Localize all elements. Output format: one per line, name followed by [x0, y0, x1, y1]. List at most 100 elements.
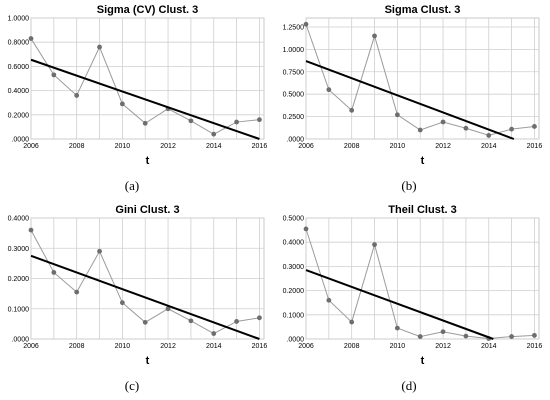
y-tick-label-c: .0000 — [11, 337, 29, 344]
y-tick-label-b: 0.5000 — [283, 92, 305, 99]
x-tick-label-a: 2010 — [115, 143, 131, 150]
y-tick-label-a: 0.4000 — [8, 88, 30, 95]
y-tick-label-b: 0.7500 — [283, 69, 305, 76]
caption-a: (a) — [124, 178, 140, 193]
chart-svg-b: Sigma Clust. 3 .0000 0.2500 0.5000 0.7500 1.0… — [283, 4, 543, 167]
x-tick-label-b: 2008 — [344, 143, 360, 150]
x-tick-label-b: 2014 — [481, 143, 497, 150]
chart-title-a: Sigma (CV) Clust. 3 — [97, 4, 198, 16]
chart-title-b: Sigma Clust. 3 — [385, 4, 461, 16]
plot-area-b — [305, 17, 540, 140]
data-point-b — [303, 21, 309, 27]
plot-area-d — [305, 217, 540, 340]
data-point-d — [303, 226, 309, 232]
data-point-a — [119, 101, 125, 107]
data-point-c — [211, 331, 217, 336]
data-point-a — [211, 131, 217, 137]
y-tick-label-a: 1.0000 — [8, 16, 30, 23]
data-point-c — [119, 300, 125, 306]
x-tick-label-b: 2006 — [298, 143, 314, 150]
x-tick-label-d: 2010 — [390, 343, 406, 350]
x-tick-label-a: 2016 — [252, 143, 268, 150]
data-point-a — [28, 36, 34, 41]
data-point-d — [417, 334, 423, 339]
chart-svg-a: Sigma (CV) Clust. 3 .0000 0.2000 0.4000 0.60… — [8, 4, 268, 167]
y-tick-label-d: 0.2000 — [283, 288, 305, 295]
chart-panel-c: Gini Clust. 3 .0000 0.1000 0.2000 0.3000 0.40… — [0, 200, 275, 400]
x-axis-title-c: t — [146, 355, 150, 367]
y-tick-label-c: 0.2000 — [8, 276, 30, 283]
data-point-b — [532, 124, 537, 129]
x-tick-label-a: 2008 — [69, 143, 85, 150]
y-tick-label-d: 0.5000 — [283, 216, 305, 223]
data-point-a — [97, 44, 102, 50]
x-tick-label-d: 2008 — [344, 343, 360, 350]
y-tick-label-b: 1.0000 — [283, 47, 305, 54]
y-tick-label-c: 0.3000 — [8, 246, 30, 253]
chart-panel-d: Theil Clust. 3 .0000 0.1000 0.2000 0.3000 0.4… — [275, 200, 550, 400]
y-tick-label-a: 0.2000 — [8, 112, 30, 119]
y-tick-label-c: 0.4000 — [8, 216, 30, 223]
x-tick-label-c: 2008 — [69, 343, 85, 350]
data-point-a — [188, 118, 194, 124]
y-tick-label-a: 0.8000 — [8, 40, 30, 47]
y-tick-label-d: 0.3000 — [283, 264, 305, 271]
data-point-c — [188, 318, 194, 324]
x-tick-label-d: 2012 — [435, 343, 451, 350]
y-tick-label-d: .0000 — [286, 337, 304, 344]
trend-line-c — [30, 254, 260, 340]
y-tick-label-b: 1.2500 — [283, 24, 305, 31]
chart-panel-a: Sigma (CV) Clust. 3 .0000 0.2000 0.4000 0.60… — [0, 0, 275, 200]
data-point-d — [463, 333, 469, 339]
data-point-c — [257, 315, 262, 321]
trend-line-b — [305, 60, 515, 140]
data-point-b — [349, 107, 355, 113]
data-point-d — [372, 242, 377, 248]
x-tick-label-c: 2016 — [252, 343, 268, 350]
y-tick-label-a: .0000 — [11, 137, 29, 144]
y-tick-label-a: 0.6000 — [8, 64, 30, 71]
data-point-b — [326, 87, 332, 93]
y-tick-label-b: .0000 — [286, 137, 304, 144]
data-point-c — [165, 306, 171, 312]
caption-b: (b) — [401, 178, 417, 193]
y-tick-label-d: 0.1000 — [283, 312, 305, 319]
x-tick-label-c: 2010 — [115, 343, 131, 350]
x-axis-title-a: t — [146, 155, 150, 167]
chart-svg-d: Theil Clust. 3 .0000 0.1000 0.2000 0.3000 0.4… — [283, 204, 543, 367]
x-tick-label-a: 2006 — [23, 143, 39, 150]
x-tick-label-b: 2012 — [435, 143, 451, 150]
data-point-b — [509, 126, 514, 132]
chart-panel-b: Sigma Clust. 3 .0000 0.2500 0.5000 0.7500 1.0… — [275, 0, 550, 200]
data-point-b — [440, 119, 446, 125]
data-point-c — [28, 227, 34, 233]
x-tick-label-c: 2006 — [23, 343, 39, 350]
data-point-c — [74, 289, 80, 295]
x-tick-label-d: 2016 — [527, 343, 543, 350]
data-point-a — [234, 119, 239, 125]
x-axis-title-b: t — [421, 155, 425, 167]
chart-svg-c: Gini Clust. 3 .0000 0.1000 0.2000 0.3000 0.40… — [8, 204, 268, 367]
x-axis-title-d: t — [421, 355, 425, 367]
data-point-b — [463, 125, 469, 131]
data-point-c — [142, 319, 148, 325]
data-point-d — [349, 319, 355, 325]
data-point-b — [417, 127, 423, 133]
data-point-d — [326, 297, 332, 303]
trend-line-d — [305, 269, 494, 340]
x-tick-label-b: 2010 — [390, 143, 406, 150]
x-tick-label-d: 2014 — [481, 343, 497, 350]
data-point-a — [142, 120, 148, 126]
x-tick-label-c: 2014 — [206, 343, 222, 350]
x-tick-label-c: 2012 — [160, 343, 176, 350]
data-point-d — [440, 329, 446, 335]
data-point-d — [394, 325, 400, 331]
x-tick-label-a: 2014 — [206, 143, 222, 150]
data-point-b — [372, 33, 377, 39]
trend-line-a — [30, 58, 260, 140]
y-tick-label-d: 0.4000 — [283, 240, 305, 247]
data-point-b — [486, 133, 492, 138]
data-point-d — [532, 332, 537, 338]
chart-title-d: Theil Clust. 3 — [388, 204, 456, 216]
x-tick-label-d: 2006 — [298, 343, 314, 350]
